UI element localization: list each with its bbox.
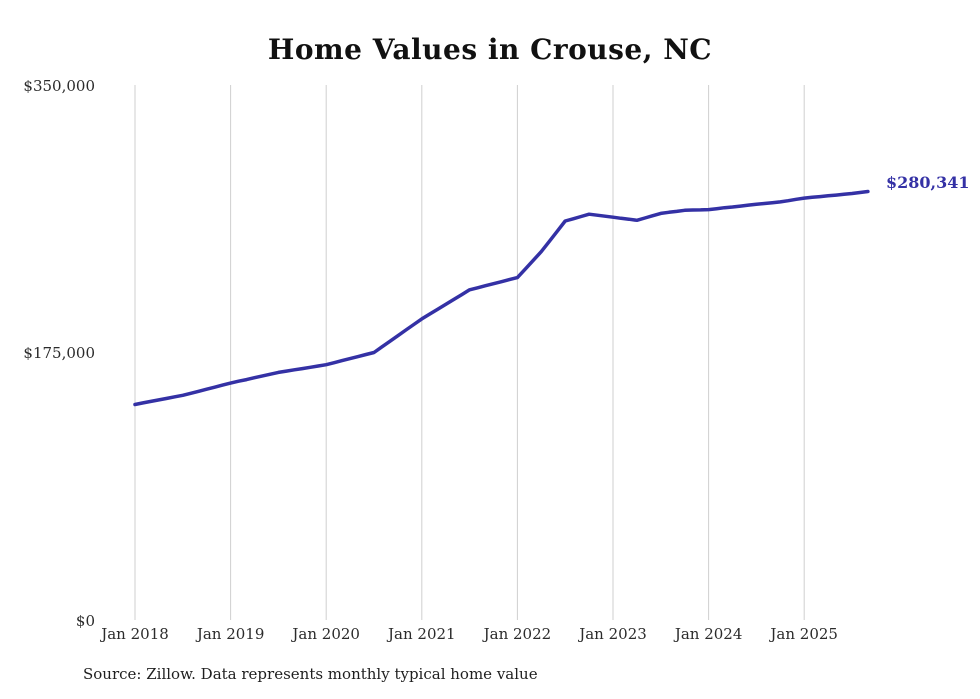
x-axis-tick-label: Jan 2021 — [388, 625, 456, 643]
y-axis-tick-label: $0 — [75, 612, 95, 630]
x-axis-tick-label: Jan 2025 — [770, 625, 838, 643]
y-axis-tick-label: $175,000 — [23, 344, 95, 362]
x-axis-tick-label: Jan 2019 — [196, 625, 265, 643]
chart-title: Home Values in Crouse, NC — [267, 33, 713, 66]
x-axis-tick-label: Jan 2018 — [101, 625, 169, 643]
source-note: Source: Zillow. Data represents monthly … — [83, 665, 538, 683]
y-axis-tick-label: $350,000 — [23, 77, 95, 95]
x-axis-tick-label: Jan 2022 — [483, 625, 552, 643]
x-axis-tick-label: Jan 2023 — [579, 625, 647, 643]
x-axis-tick-label: Jan 2020 — [292, 625, 360, 643]
latest-value-label: $280,341 — [886, 173, 970, 192]
x-axis-tick-label: Jan 2024 — [674, 625, 743, 643]
home-value-line — [133, 189, 870, 407]
